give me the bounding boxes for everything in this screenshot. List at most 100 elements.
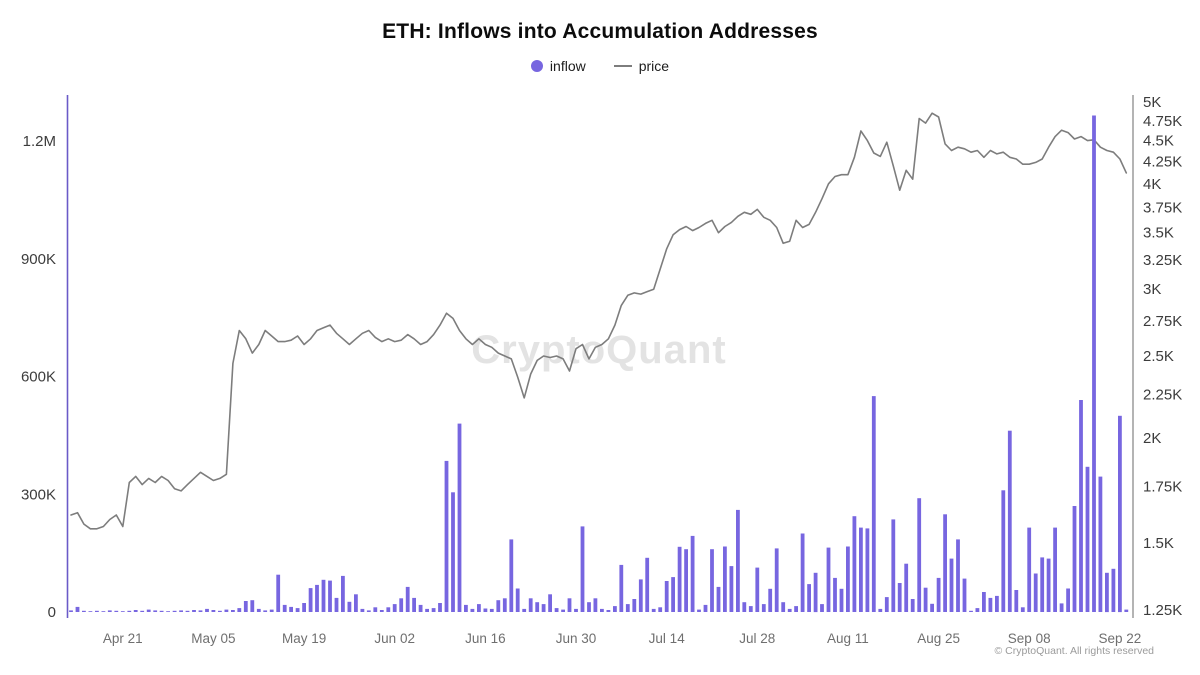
inflow-bar <box>606 610 611 612</box>
inflow-bar <box>1111 568 1116 612</box>
inflow-bar <box>781 602 786 612</box>
inflow-bar <box>218 610 222 612</box>
inflow-bar <box>334 597 339 612</box>
inflow-bar <box>1059 603 1064 612</box>
inflow-bar <box>399 598 404 612</box>
right-axis-tick-label: 4.75K <box>1143 113 1182 130</box>
inflow-bar <box>587 602 591 612</box>
inflow-bar <box>153 610 158 612</box>
inflow-bar <box>360 608 365 612</box>
x-axis-tick-label: Apr 21 <box>103 631 143 646</box>
inflow-bar <box>75 606 80 612</box>
inflow-bar <box>159 610 164 612</box>
inflow-bar <box>1098 476 1103 612</box>
inflow-bar <box>412 597 416 612</box>
right-axis-tick-label: 2.75K <box>1143 313 1182 330</box>
inflow-bar <box>321 579 326 612</box>
inflow-bar <box>574 608 578 612</box>
inflow-bar <box>839 588 844 612</box>
inflow-bar <box>820 604 824 612</box>
inflow-bar <box>256 608 261 612</box>
inflow-bar <box>483 608 488 612</box>
left-axis-tick-label: 900K <box>21 251 56 268</box>
right-axis-tick-label: 4.25K <box>1143 154 1182 171</box>
x-axis-tick-label: Aug 25 <box>917 631 960 646</box>
inflow-bar <box>522 608 527 612</box>
inflow-bar <box>962 578 967 612</box>
inflow-bar <box>172 610 177 612</box>
inflow-dot-icon <box>530 60 543 72</box>
inflow-bar <box>535 602 540 612</box>
inflow-bar <box>282 604 287 612</box>
inflow-bar <box>988 597 993 612</box>
inflow-bar <box>619 564 624 612</box>
inflow-bar <box>664 581 669 612</box>
inflow-bar <box>405 586 410 612</box>
inflow-bar <box>638 579 643 612</box>
legend-item-price[interactable]: price <box>613 58 669 74</box>
right-axis-tick-label: 2.5K <box>1143 348 1174 365</box>
inflow-bar <box>930 603 934 612</box>
inflow-bar <box>315 584 319 612</box>
inflow-bar <box>1020 607 1025 612</box>
inflow-bar <box>1033 573 1038 612</box>
inflow-bar <box>120 611 125 612</box>
inflow-bar <box>975 608 980 612</box>
inflow-bar <box>1046 558 1051 612</box>
inflow-bar <box>166 611 170 612</box>
inflow-bar <box>477 604 481 612</box>
right-axis-tick-label: 3.5K <box>1143 225 1174 242</box>
inflow-bar <box>328 580 332 612</box>
inflow-bar <box>554 608 559 612</box>
x-axis-tick-label: May 05 <box>191 631 235 646</box>
inflow-bar <box>1007 430 1012 612</box>
inflow-bar <box>774 548 779 612</box>
inflow-bar <box>289 606 293 612</box>
inflow-bar <box>179 610 183 612</box>
inflow-bar <box>541 604 546 612</box>
x-axis-tick-label: May 19 <box>282 631 326 646</box>
inflow-bar <box>366 610 371 612</box>
inflow-bar <box>95 610 99 612</box>
inflow-bar <box>729 566 734 612</box>
inflow-bar <box>690 535 695 612</box>
inflow-bar <box>373 607 378 612</box>
inflow-bar <box>580 526 585 612</box>
inflow-bar <box>276 574 281 612</box>
right-axis-tick-label: 1.75K <box>1143 479 1182 496</box>
x-axis-tick-label: Sep 08 <box>1008 631 1051 646</box>
legend-item-inflow[interactable]: inflow <box>530 58 586 74</box>
inflow-bar <box>949 558 954 612</box>
x-axis-tick-label: Jun 30 <box>556 631 597 646</box>
inflow-bar <box>509 539 514 612</box>
inflow-bar <box>891 519 896 612</box>
right-axis-tick-label: 4.5K <box>1143 133 1174 150</box>
copyright-notice: © CryptoQuant. All rights reserved <box>994 645 1154 657</box>
inflow-bar <box>185 610 190 612</box>
inflow-bar <box>88 611 93 612</box>
inflow-bar <box>548 594 552 612</box>
inflow-bar <box>859 527 863 612</box>
inflow-bar <box>878 608 883 612</box>
inflow-bar <box>632 599 637 612</box>
inflow-bar <box>418 604 423 612</box>
inflow-bar <box>431 608 436 612</box>
x-axis-tick-label: Sep 22 <box>1099 631 1142 646</box>
inflow-bar <box>917 498 922 612</box>
right-axis-tick-label: 1.25K <box>1143 602 1182 619</box>
inflow-bar <box>1066 588 1070 612</box>
inflow-bar <box>561 609 565 612</box>
right-axis-tick-label: 4K <box>1143 176 1161 193</box>
left-axis-tick-label: 1.2M <box>23 133 56 150</box>
inflow-bar <box>1072 506 1077 612</box>
inflow-bar <box>651 608 656 612</box>
x-axis-tick-label: Jul 14 <box>649 631 686 646</box>
inflow-bar <box>211 610 216 612</box>
inflow-bar <box>127 610 132 612</box>
inflow-bar <box>295 608 300 612</box>
inflow-bar <box>846 546 850 612</box>
inflow-bar <box>1053 527 1057 612</box>
right-axis-tick-label: 3.25K <box>1143 252 1182 269</box>
inflow-bar <box>697 609 701 612</box>
inflow-bar <box>1079 400 1083 612</box>
